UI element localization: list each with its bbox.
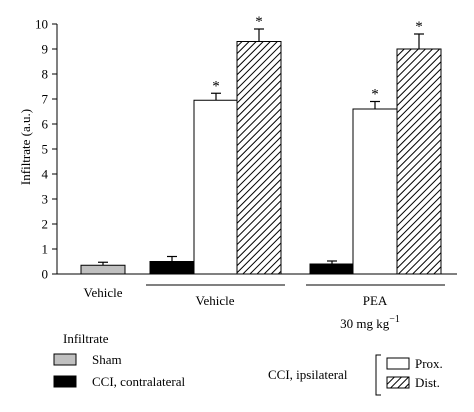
y-tick-label: 6 [42,117,49,132]
y-tick-label: 3 [42,192,49,207]
x-group-label: Vehicle [84,285,123,300]
legend-bracket [375,354,381,396]
x-group-sublabel: 30 mg kg−1 [340,314,400,331]
y-tick-label: 10 [35,17,48,32]
bar-contra [309,263,355,275]
legend-label-prox: Prox. [415,356,443,371]
significance-star: * [415,19,423,35]
bar-sham [80,264,126,275]
plot-area: * * * * [80,14,442,275]
legend-label-sham: Sham [92,352,122,367]
significance-star: * [212,78,220,94]
x-group-label: PEA [363,293,388,308]
y-tick-label: 8 [42,67,49,82]
legend-swatch-prox [386,357,410,370]
y-tick-label: 5 [42,142,49,157]
bar-prox [193,99,239,275]
y-tick-label: 9 [42,42,49,57]
y-tick-label: 7 [42,92,49,107]
legend-swatch-sham [53,353,77,366]
y-tick-label: 0 [42,267,49,282]
significance-star: * [371,87,379,103]
bar-dist [236,41,282,275]
legend-swatch-contralateral [53,375,77,388]
y-tick-label: 1 [42,242,49,257]
legend: Infiltrate Sham CCI, contralateral CCI, … [53,331,443,396]
legend-label-contralateral: CCI, contralateral [92,374,186,389]
legend-bracket-label: CCI, ipsilateral [268,367,348,382]
significance-star: * [255,14,263,30]
x-axis-groups: Vehicle Vehicle PEA 30 mg kg−1 [57,273,457,331]
y-tick-label: 2 [42,217,49,232]
x-group-sublabel-superscript: −1 [389,314,400,325]
legend-swatch-dist [386,376,410,389]
y-tick-label: 4 [42,167,49,182]
legend-label-dist: Dist. [415,375,440,390]
bar-prox [352,108,398,275]
bar-dist [396,48,442,275]
x-group-label: Vehicle [196,293,235,308]
legend-title: Infiltrate [63,331,109,346]
bar-contra [149,261,195,275]
y-axis-title: Infiltrate (a.u.) [18,109,33,185]
y-axis-ticks: 0 1 2 3 4 5 6 7 8 9 10 [35,17,58,282]
